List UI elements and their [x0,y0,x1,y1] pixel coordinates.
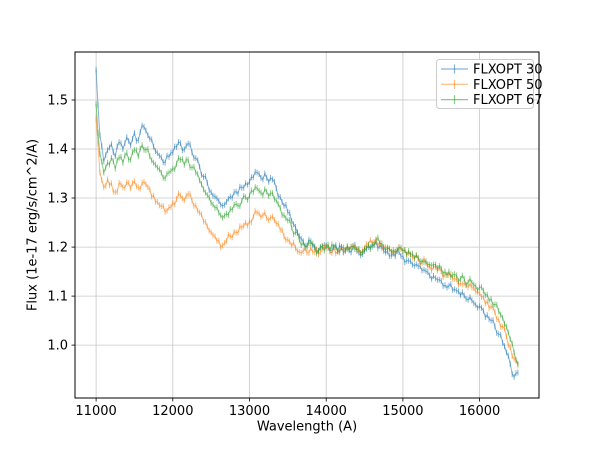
x-tick-label: 16000 [459,404,500,419]
legend-label: FLXOPT 67 [473,93,542,108]
x-tick-label: 11000 [75,404,116,419]
series-flxopt-30 [95,66,519,380]
series-flxopt-67 [95,101,519,367]
x-tick-label: 14000 [306,404,347,419]
plot-spines [74,51,540,399]
series-line-flxopt-30 [95,69,519,378]
y-tick-label: 1.2 [47,241,68,256]
y-axis-label: Flux (1e-17 erg/s/cm^2/A) [25,138,41,312]
y-tick-label: 1.0 [47,339,68,354]
series-errorbars-flxopt-67 [95,101,519,367]
y-tick-label: 1.3 [47,192,68,207]
tick-labels: 11000 12000 13000 14000 15000 16000 1.0 1.1 1.2 1… [47,94,500,420]
y-tick-label: 1.1 [47,290,68,305]
tick-marks [71,99,481,402]
x-tick-label: 12000 [152,404,193,419]
legend-label: FLXOPT 50 [473,78,542,93]
legend-label: FLXOPT 30 [473,63,542,78]
y-tick-label: 1.5 [47,94,68,109]
legend-item-flxopt-30: FLXOPT 30 [441,63,542,78]
x-tick-label: 15000 [382,404,423,419]
legend-item-flxopt-50: FLXOPT 50 [441,78,542,93]
x-axis-label: Wavelength (A) [256,419,358,435]
x-tick-label: 13000 [229,404,270,419]
series-errorbars-flxopt-30 [95,66,519,380]
legend-item-flxopt-67: FLXOPT 67 [441,93,542,108]
y-tick-label: 1.4 [47,143,68,158]
legend-box [436,59,534,109]
series-line-flxopt-67 [95,103,519,364]
